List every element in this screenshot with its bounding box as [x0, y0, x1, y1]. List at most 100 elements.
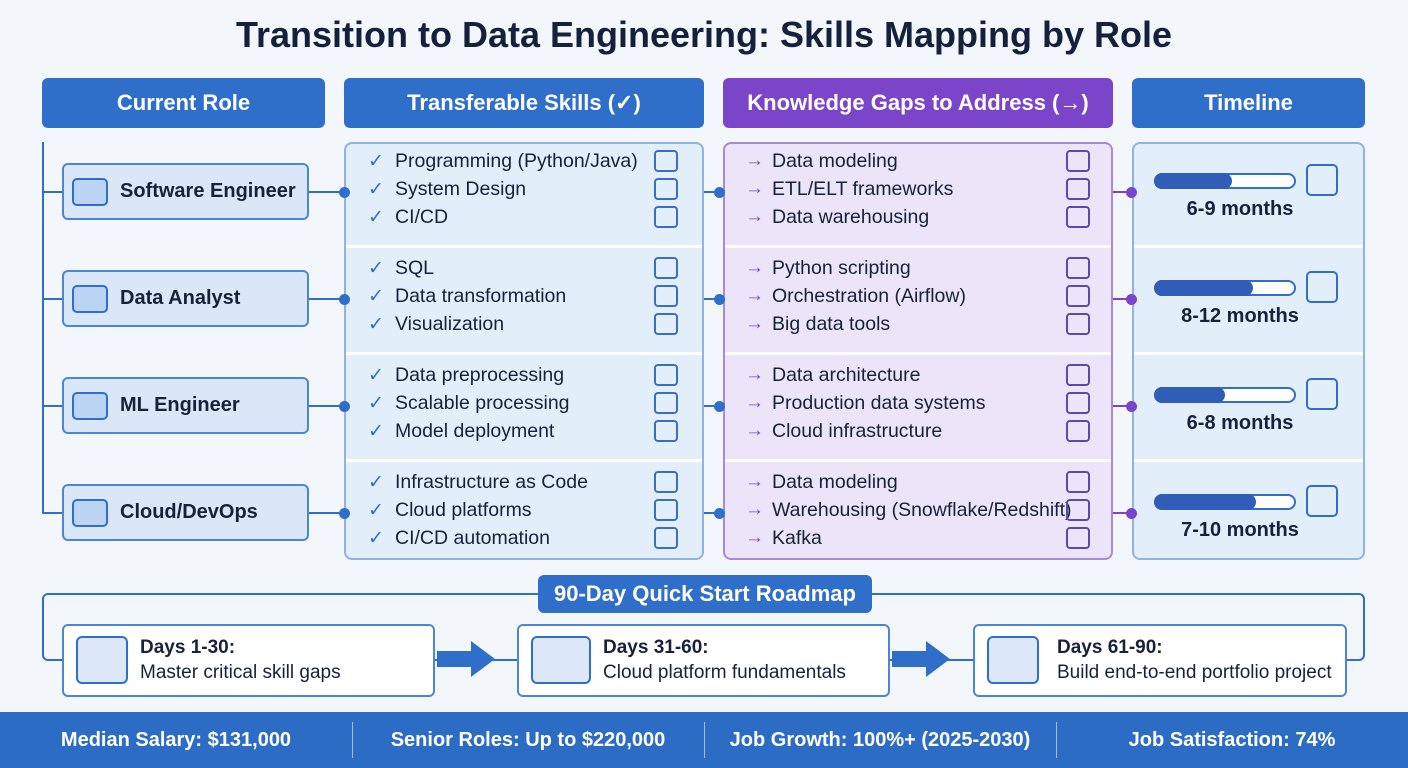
- check: ✓: [368, 528, 384, 549]
- stat-divider: [704, 722, 705, 758]
- stat: Median Salary: $131,000: [60, 728, 292, 751]
- icon: [1066, 313, 1090, 335]
- icon: [1066, 285, 1090, 307]
- step-period: Days 61-90:: [1057, 637, 1163, 658]
- role-icon: [72, 178, 108, 206]
- connector: [42, 191, 62, 193]
- dot: [1126, 187, 1137, 198]
- skill: Scalable processing: [395, 392, 570, 414]
- role-name: ML Engineer: [120, 394, 240, 416]
- connector: [309, 512, 344, 514]
- gaps-panel: [723, 142, 1113, 560]
- arrow: →: [745, 392, 764, 413]
- connector: [1113, 191, 1132, 193]
- dot: [339, 294, 350, 305]
- gap: Data warehousing: [772, 206, 930, 228]
- gap: Kafka: [772, 527, 822, 549]
- connector: [42, 405, 62, 407]
- connector: [1113, 405, 1132, 407]
- gap: Data architecture: [772, 364, 921, 386]
- icon: [654, 257, 678, 279]
- progress-fill: [1154, 387, 1225, 403]
- connector: [1113, 298, 1132, 300]
- check: ✓: [368, 421, 384, 442]
- check: ✓: [368, 393, 384, 414]
- skill: System Design: [395, 178, 527, 200]
- step-period: Days 31-60:: [603, 637, 709, 658]
- icon: [654, 420, 678, 442]
- gap: Cloud infrastructure: [772, 420, 943, 442]
- icon: [654, 471, 678, 493]
- icon: [1066, 257, 1090, 279]
- step-icon: [987, 636, 1039, 684]
- icon: [1066, 150, 1090, 172]
- progress-fill: [1154, 494, 1257, 510]
- row-divider: [1134, 459, 1363, 462]
- title: Transition to Data Engineering: Skills M…: [235, 14, 1173, 55]
- check: ✓: [368, 365, 384, 386]
- dot: [339, 401, 350, 412]
- step-period: Days 1-30:: [140, 637, 236, 658]
- connector: [1113, 512, 1132, 514]
- dot: [1126, 401, 1137, 412]
- role-name: Software Engineer: [120, 180, 296, 202]
- connector: [42, 512, 62, 514]
- skill: CI/CD: [395, 206, 449, 228]
- roadmap-title: 90-Day Quick Start Roadmap: [538, 575, 872, 613]
- timeline-text: 8-12 months: [1181, 305, 1299, 327]
- arrow: →: [745, 420, 764, 441]
- arrow: →: [745, 178, 764, 199]
- stat-divider: [1056, 722, 1057, 758]
- connector: [309, 405, 344, 407]
- check: ✓: [368, 207, 384, 228]
- icon: [1066, 206, 1090, 228]
- row-divider: [725, 245, 1111, 248]
- skill: Visualization: [395, 313, 505, 335]
- step-arrow: [892, 651, 928, 667]
- skill: Cloud platforms: [395, 499, 532, 521]
- stat: Job Satisfaction: 74%: [1128, 728, 1336, 751]
- connector: [704, 191, 723, 193]
- skill: CI/CD automation: [395, 527, 550, 549]
- check: ✓: [368, 314, 384, 335]
- icon: [1066, 364, 1090, 386]
- connector: [704, 512, 723, 514]
- dot: [714, 401, 725, 412]
- dot: [1126, 508, 1137, 519]
- skill: Model deployment: [395, 420, 555, 442]
- step-arrow: [471, 641, 495, 677]
- arrow: →: [745, 499, 764, 520]
- check: ✓: [368, 151, 384, 172]
- progress-fill: [1154, 173, 1233, 189]
- step-arrow: [926, 641, 950, 677]
- role-header: Current Role: [42, 78, 325, 128]
- progress-fill: [1154, 280, 1254, 296]
- role-icon: [72, 499, 108, 527]
- gaps-header: Knowledge Gaps to Address (→): [723, 78, 1113, 128]
- timeline-text: 7-10 months: [1181, 519, 1299, 541]
- icon: [1066, 178, 1090, 200]
- dot: [714, 294, 725, 305]
- arrow: →: [745, 206, 764, 227]
- stat: Senior Roles: Up to $220,000: [390, 728, 666, 751]
- icon: [654, 285, 678, 307]
- check: ✓: [368, 500, 384, 521]
- calendar-icon: [1306, 485, 1338, 517]
- row-divider: [346, 245, 702, 248]
- check: ✓: [368, 286, 384, 307]
- calendar-icon: [1306, 164, 1338, 196]
- connector: [704, 298, 723, 300]
- check: ✓: [368, 258, 384, 279]
- calendar-icon: [1306, 378, 1338, 410]
- row-divider: [1134, 245, 1363, 248]
- skill: Data transformation: [395, 285, 567, 307]
- gap: Data modeling: [772, 471, 898, 493]
- row-divider: [1134, 352, 1363, 355]
- timeline-header: Timeline: [1132, 78, 1365, 128]
- skill: Data preprocessing: [395, 364, 565, 386]
- role-box: [62, 484, 309, 541]
- step-arrow: [437, 651, 473, 667]
- stat-divider: [352, 722, 353, 758]
- gap: Production data systems: [772, 392, 986, 414]
- arrow: →: [745, 471, 764, 492]
